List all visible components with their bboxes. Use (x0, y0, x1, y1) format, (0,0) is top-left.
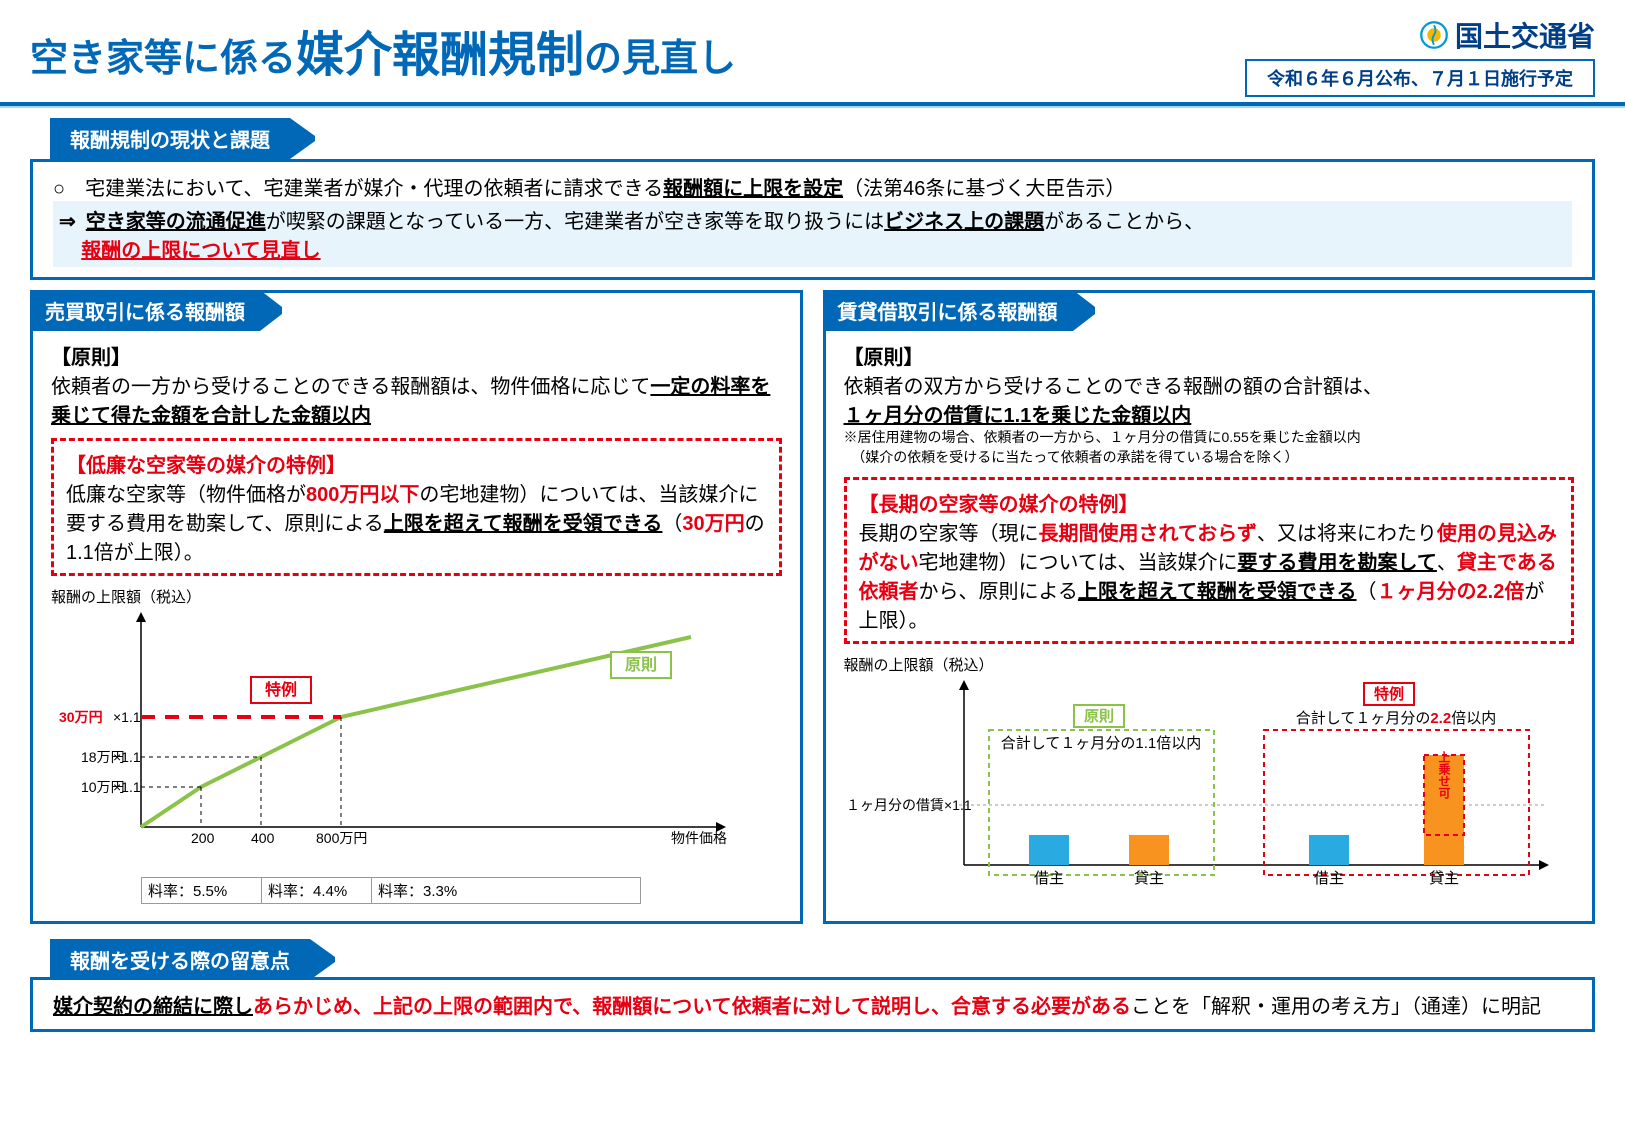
sale-column: 売買取引に係る報酬額 【原則】 依頼者の一方から受けることのできる報酬額は、物件… (30, 290, 803, 924)
svg-text:特例: 特例 (1373, 685, 1403, 703)
lease-chart-y-title: 報酬の上限額（税込） (844, 654, 1575, 675)
lease-note: ※居住用建物の場合、依頼者の一方から、１ヶ月分の借賃に0.55を乗じた金額以内 … (844, 428, 1575, 467)
rate-3: 料率：3.3% (372, 878, 640, 903)
intro-box: ○ 宅建業法において、宅建業者が媒介・代理の依頼者に請求できる報酬額に上限を設定… (30, 159, 1595, 280)
svg-text:借主: 借主 (1313, 870, 1343, 887)
header-right: 国土交通省 令和６年６月公布、７月１日施行予定 (1245, 15, 1595, 97)
rate-2: 料率：4.4% (262, 878, 372, 903)
lease-chart-svg: １ヶ月分の借賃×1.1 原則 合計して１ヶ月分の1.1倍以内 借主 貸主 特例 (844, 675, 1564, 905)
publication-date: 令和６年６月公布、７月１日施行予定 (1245, 59, 1595, 97)
svg-text:200: 200 (191, 830, 215, 846)
title-emphasis: 媒介報酬規制 (296, 29, 584, 82)
svg-text:合計して１ヶ月分の1.1倍以内: 合計して１ヶ月分の1.1倍以内 (1000, 735, 1200, 752)
sale-special-text: 低廉な空家等（物件価格が800万円以下の宅地建物）については、当該媒介に要する費… (66, 478, 767, 565)
title-suffix: の見直し (584, 38, 736, 80)
lease-chart: 報酬の上限額（税込） １ヶ月分の借賃×1.1 原則 合計して１ヶ月分の1.1倍以… (844, 654, 1575, 911)
svg-text:上乗せ可: 上乗せ可 (1437, 750, 1451, 800)
svg-text:借主: 借主 (1033, 870, 1063, 887)
svg-text:原則: 原則 (1083, 708, 1113, 725)
svg-text:貸主: 貸主 (1428, 870, 1458, 887)
header-divider (0, 102, 1625, 108)
lease-principle-text: 依頼者の双方から受けることのできる報酬の額の合計額は、 １ヶ月分の借賃に1.1を… (844, 370, 1575, 428)
rate-1: 料率：5.5% (142, 878, 262, 903)
main-title: 空き家等に係る媒介報酬規制の見直し (30, 15, 736, 85)
lease-special-title: 【長期の空家等の媒介の特例】 (859, 488, 1560, 517)
sale-header: 売買取引に係る報酬額 (30, 290, 260, 331)
lease-principle-label: 【原則】 (844, 341, 1575, 370)
sale-y-30: 30万円 (59, 709, 103, 725)
intro-line1: ○ 宅建業法において、宅建業者が媒介・代理の依頼者に請求できる報酬額に上限を設定… (53, 172, 1572, 201)
sale-chart: 報酬の上限額（税込） 30万円 (51, 586, 782, 904)
intro-header-wrap: 報酬規制の現状と課題 (0, 118, 1625, 159)
svg-text:１ヶ月分の借賃×1.1: １ヶ月分の借賃×1.1 (846, 797, 972, 813)
sale-chart-y-title: 報酬の上限額（税込） (51, 586, 782, 607)
notes-section: 報酬を受ける際の留意点 媒介契約の締結に際しあらかじめ、上記の上限の範囲内で、報… (30, 939, 1595, 1032)
notes-box: 媒介契約の締結に際しあらかじめ、上記の上限の範囲内で、報酬額について依頼者に対し… (30, 977, 1595, 1032)
sale-body: 【原則】 依頼者の一方から受けることのできる報酬額は、物件価格に応じて一定の料率… (33, 331, 800, 914)
ministry-name: 国土交通省 (1455, 15, 1595, 55)
ministry-logo: 国土交通省 (1245, 15, 1595, 55)
svg-text:800万円: 800万円 (316, 830, 367, 846)
intro-section-title: 報酬規制の現状と課題 (50, 118, 290, 159)
lease-header: 賃貸借取引に係る報酬額 (823, 290, 1073, 331)
sale-special-title: 【低廉な空家等の媒介の特例】 (66, 449, 767, 478)
ministry-logo-icon (1419, 20, 1449, 50)
title-prefix: 空き家等に係る (30, 38, 296, 80)
lease-body: 【原則】 依頼者の双方から受けることのできる報酬の額の合計額は、 １ヶ月分の借賃… (826, 331, 1593, 921)
svg-text:400: 400 (251, 830, 275, 846)
page-header: 空き家等に係る媒介報酬規制の見直し 国土交通省 令和６年６月公布、７月１日施行予… (0, 0, 1625, 102)
svg-text:物件価格: 物件価格 (671, 830, 727, 846)
two-columns: 売買取引に係る報酬額 【原則】 依頼者の一方から受けることのできる報酬額は、物件… (0, 290, 1625, 924)
sale-principle-label: 【原則】 (51, 341, 782, 370)
svg-text:原則: 原則 (625, 656, 657, 674)
lease-column: 賃貸借取引に係る報酬額 【原則】 依頼者の双方から受けることのできる報酬の額の合… (823, 290, 1596, 924)
lease-special-box: 【長期の空家等の媒介の特例】 長期の空家等（現に長期間使用されておらず、又は将来… (844, 477, 1575, 644)
intro-line2: ⇒空き家等の流通促進が喫緊の課題となっている一方、宅建業者が空き家等を取り扱うに… (53, 201, 1572, 267)
sale-special-box: 【低廉な空家等の媒介の特例】 低廉な空家等（物件価格が800万円以下の宅地建物）… (51, 438, 782, 576)
svg-text:×1.1: ×1.1 (113, 749, 141, 765)
lease-special-text: 長期の空家等（現に長期間使用されておらず、又は将来にわたり使用の見込みがない宅地… (859, 517, 1560, 633)
svg-text:合計して１ヶ月分の2.2倍以内: 合計して１ヶ月分の2.2倍以内 (1295, 710, 1495, 727)
svg-text:貸主: 貸主 (1133, 870, 1163, 887)
sale-chart-svg: 30万円 ×1.1 18万円 ×1.1 10万円 ×1.1 200 400 80… (51, 607, 751, 867)
notes-section-title: 報酬を受ける際の留意点 (50, 939, 310, 980)
svg-text:特例: 特例 (265, 680, 297, 699)
sale-principle-text: 依頼者の一方から受けることのできる報酬額は、物件価格に応じて一定の料率を乗じて得… (51, 370, 782, 428)
svg-text:×1.1: ×1.1 (113, 709, 141, 725)
svg-text:×1.1: ×1.1 (113, 779, 141, 795)
rate-row: 料率：5.5% 料率：4.4% 料率：3.3% (141, 877, 641, 904)
